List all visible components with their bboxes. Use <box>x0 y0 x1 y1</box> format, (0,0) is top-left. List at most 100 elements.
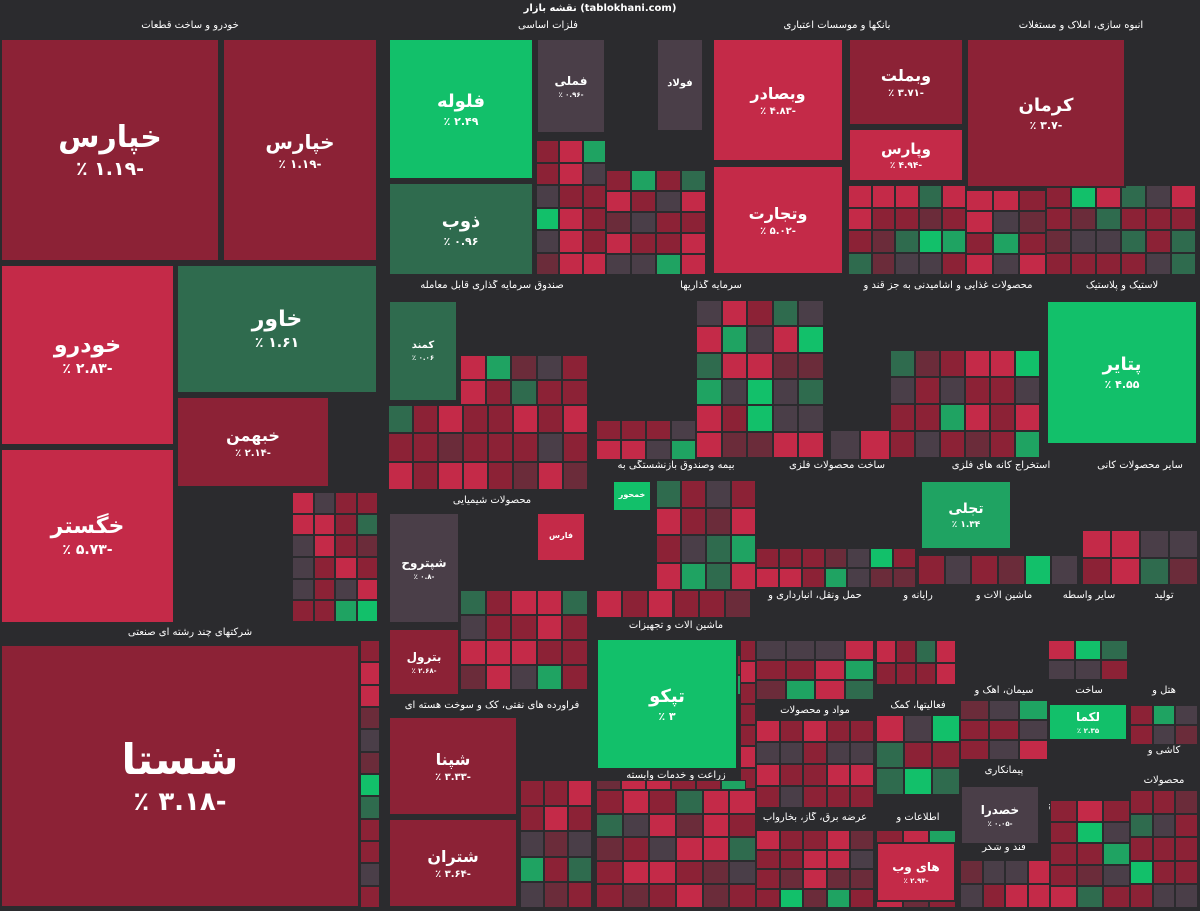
minor-stock-cell[interactable] <box>803 720 827 742</box>
stock-tile[interactable]: شتران -۳.۶۴ ٪ <box>388 818 518 908</box>
minor-stock-cell[interactable] <box>895 252 919 275</box>
minor-stock-cell[interactable] <box>360 774 380 797</box>
minor-stock-cell[interactable] <box>513 405 538 434</box>
minor-stock-cell[interactable] <box>681 191 706 212</box>
minor-stock-cell[interactable] <box>631 191 656 212</box>
minor-stock-cell[interactable] <box>731 562 756 590</box>
minor-stock-cell[interactable] <box>960 884 983 908</box>
minor-stock-cell[interactable] <box>292 513 314 536</box>
minor-stock-cell[interactable] <box>960 720 990 740</box>
minor-stock-cell[interactable] <box>656 170 681 191</box>
minor-stock-cell[interactable] <box>1169 530 1198 558</box>
minor-stock-cell[interactable] <box>779 869 804 889</box>
minor-stock-cell[interactable] <box>1152 884 1176 908</box>
minor-stock-cell[interactable] <box>356 557 378 579</box>
minor-stock-cell[interactable] <box>1121 230 1146 253</box>
minor-stock-cell[interactable] <box>631 254 656 275</box>
minor-stock-cell[interactable] <box>676 860 703 885</box>
minor-stock-cell[interactable] <box>756 849 780 869</box>
minor-stock-cell[interactable] <box>815 680 845 700</box>
minor-stock-cell[interactable] <box>1076 800 1104 822</box>
minor-stock-cell[interactable] <box>850 720 874 742</box>
minor-stock-cell[interactable] <box>740 725 756 747</box>
minor-stock-cell[interactable] <box>511 590 537 615</box>
minor-stock-cell[interactable] <box>1121 185 1146 208</box>
minor-stock-cell[interactable] <box>413 433 438 462</box>
minor-stock-cell[interactable] <box>702 884 730 908</box>
minor-stock-cell[interactable] <box>1103 843 1130 865</box>
minor-stock-cell[interactable] <box>729 790 756 814</box>
minor-stock-cell[interactable] <box>815 660 845 680</box>
minor-stock-cell[interactable] <box>681 212 706 233</box>
stock-tile[interactable]: خبهمن -۲.۱۴ ٪ <box>176 396 330 488</box>
minor-stock-cell[interactable] <box>960 740 990 760</box>
minor-stock-cell[interactable] <box>1050 800 1077 822</box>
minor-stock-cell[interactable] <box>313 600 335 622</box>
minor-stock-cell[interactable] <box>772 379 799 406</box>
minor-stock-cell[interactable] <box>740 682 756 704</box>
minor-stock-cell[interactable] <box>1096 207 1121 230</box>
minor-stock-cell[interactable] <box>656 191 681 212</box>
minor-stock-cell[interactable] <box>596 790 623 814</box>
minor-stock-cell[interactable] <box>990 431 1015 458</box>
minor-stock-cell[interactable] <box>696 326 722 353</box>
minor-stock-cell[interactable] <box>989 700 1019 720</box>
minor-stock-cell[interactable] <box>826 764 851 786</box>
minor-stock-cell[interactable] <box>982 860 1005 884</box>
minor-stock-cell[interactable] <box>656 233 681 254</box>
stock-tile[interactable]: فولاد <box>656 38 704 132</box>
minor-stock-cell[interactable] <box>656 535 681 563</box>
minor-stock-cell[interactable] <box>562 380 588 405</box>
minor-stock-cell[interactable] <box>992 190 1020 212</box>
minor-stock-cell[interactable] <box>335 557 357 579</box>
minor-stock-cell[interactable] <box>1076 843 1104 865</box>
minor-stock-cell[interactable] <box>826 830 851 850</box>
minor-stock-cell[interactable] <box>582 207 606 230</box>
minor-stock-cell[interactable] <box>1019 190 1046 212</box>
minor-stock-cell[interactable] <box>356 492 378 514</box>
minor-stock-cell[interactable] <box>1152 837 1176 861</box>
minor-stock-cell[interactable] <box>621 420 646 440</box>
minor-stock-cell[interactable] <box>656 480 681 508</box>
minor-stock-cell[interactable] <box>893 568 916 588</box>
minor-stock-cell[interactable] <box>463 461 488 490</box>
minor-stock-cell[interactable] <box>1050 886 1077 908</box>
minor-stock-cell[interactable] <box>890 404 915 431</box>
minor-stock-cell[interactable] <box>360 863 380 886</box>
minor-stock-cell[interactable] <box>1096 252 1121 275</box>
minor-stock-cell[interactable] <box>606 212 631 233</box>
minor-stock-cell[interactable] <box>798 431 824 458</box>
minor-stock-cell[interactable] <box>335 492 357 514</box>
minor-stock-cell[interactable] <box>1175 813 1198 838</box>
minor-stock-cell[interactable] <box>696 780 721 790</box>
stock-tile[interactable]: خپارس -۱.۱۹ ٪ <box>222 38 378 262</box>
minor-stock-cell[interactable] <box>360 729 380 752</box>
minor-stock-cell[interactable] <box>485 380 512 405</box>
minor-stock-cell[interactable] <box>731 535 756 563</box>
minor-stock-cell[interactable] <box>1005 884 1028 908</box>
minor-stock-cell[interactable] <box>1076 821 1104 844</box>
minor-stock-cell[interactable] <box>559 185 583 208</box>
minor-stock-cell[interactable] <box>706 480 731 508</box>
minor-stock-cell[interactable] <box>656 254 681 275</box>
minor-stock-cell[interactable] <box>1076 864 1104 887</box>
minor-stock-cell[interactable] <box>729 837 756 861</box>
minor-stock-cell[interactable] <box>779 830 804 850</box>
minor-stock-cell[interactable] <box>721 431 748 458</box>
minor-stock-cell[interactable] <box>778 548 802 568</box>
minor-stock-cell[interactable] <box>681 562 706 590</box>
stock-tile[interactable]: خودرو -۲.۸۳ ٪ <box>0 264 175 446</box>
minor-stock-cell[interactable] <box>538 461 563 490</box>
minor-stock-cell[interactable] <box>536 380 563 405</box>
minor-stock-cell[interactable] <box>699 590 726 618</box>
minor-stock-cell[interactable] <box>520 831 544 857</box>
minor-stock-cell[interactable] <box>803 786 827 808</box>
minor-stock-cell[interactable] <box>460 590 486 615</box>
minor-stock-cell[interactable] <box>779 742 804 764</box>
minor-stock-cell[interactable] <box>871 185 896 208</box>
minor-stock-cell[interactable] <box>871 252 896 275</box>
minor-stock-cell[interactable] <box>292 557 314 579</box>
minor-stock-cell[interactable] <box>966 190 993 212</box>
minor-stock-cell[interactable] <box>850 849 874 869</box>
minor-stock-cell[interactable] <box>944 555 972 585</box>
